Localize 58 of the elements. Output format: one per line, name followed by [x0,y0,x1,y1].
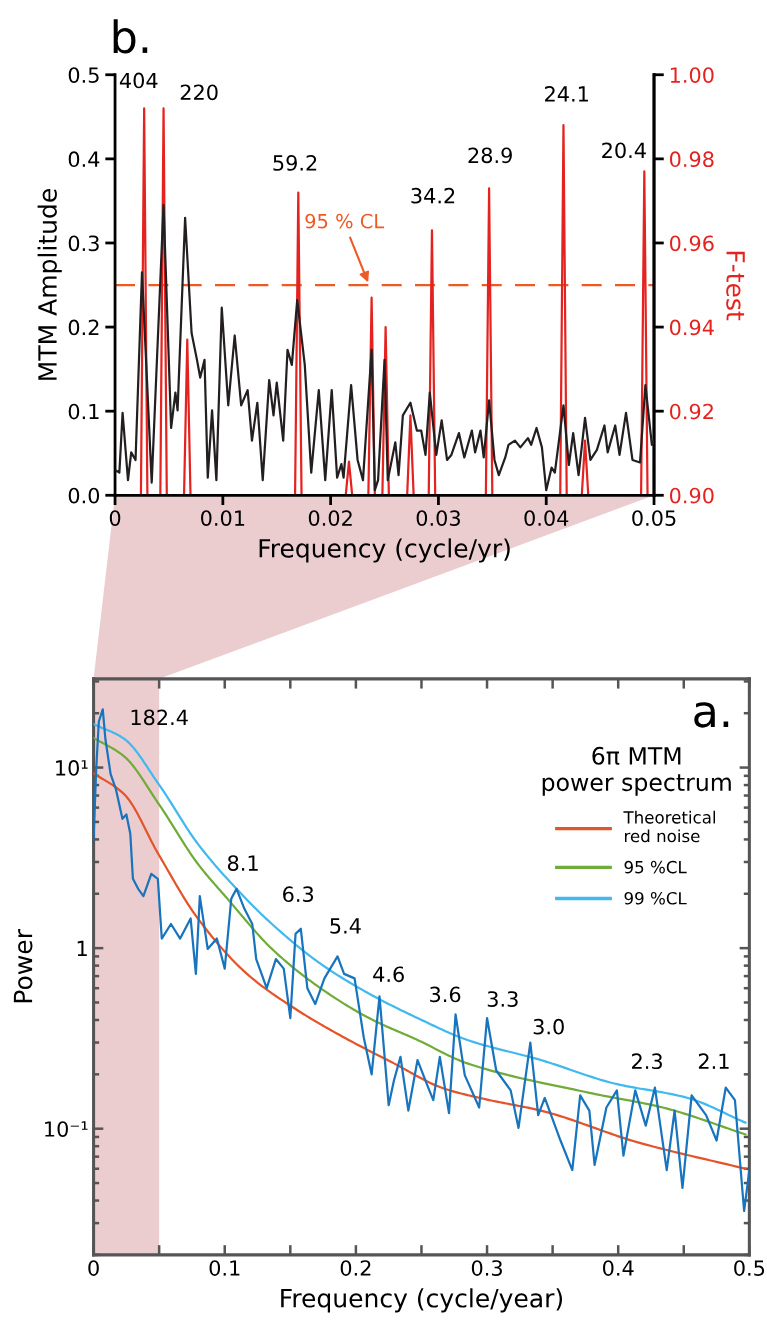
annotation: 3.0 [533,1018,564,1035]
annotation: 5.4 [330,918,361,934]
legend-label: 95 %CL [624,860,687,874]
y2-tick-label: 0.90 [669,487,714,504]
y-tick-label: 10¹ [56,760,88,776]
annotation: 2.1 [698,1053,729,1069]
x-tick-label: 0 [109,510,121,526]
x-tick-label: 0.05 [632,510,676,526]
text: b. [113,19,148,54]
annotation: 59.2 [273,155,317,171]
y-axis-title: MTM Amplitude [37,189,62,380]
y2-tick-label: 0.94 [669,319,714,336]
annotation: 404 [119,72,158,89]
y-tick-label: 10⁻¹ [45,1121,88,1137]
annotation: 220 [180,84,218,101]
annotation: 4.6 [373,966,404,983]
line-series [115,204,655,492]
x-axis-title: Frequency (cycle/year) [281,1288,563,1313]
y2-tick-label: 0.92 [669,403,713,420]
y2-tick-label: 0.98 [669,151,714,168]
x-tick-label: 0.01 [201,510,245,526]
x-axis-title: Frequency (cycle/yr) [259,538,510,563]
y-axis-title: Power [13,929,33,1003]
legend-label: 99 %CL [624,891,687,905]
annotation: 28.9 [468,147,512,164]
y-tick-label: 0.2 [68,319,99,336]
x-tick-label: 0.3 [471,1260,502,1276]
x-tick-label: 0.2 [340,1260,371,1276]
x-tick-label: 0.03 [416,510,460,526]
legend-title: 6π MTM power spectrum [542,746,731,796]
y2-tick-label: 0.96 [669,235,714,252]
annotation: 20.4 [602,142,646,159]
line-series [139,107,649,496]
y-tick-label: 0.0 [68,487,100,504]
annotation: 3.6 [430,986,461,1003]
annotation: 34.2 [411,187,455,204]
y-tick-label: 0.5 [68,67,99,83]
x-tick-label: 0 [88,1260,99,1276]
annotation: a. [694,702,729,728]
y-tick-label: 1 [77,940,87,957]
x-tick-label: 0.04 [524,510,569,526]
ref-line-label: 95 % CL [305,213,385,229]
annotation: 8.1 [227,855,258,871]
y-tick-label: 0.3 [68,235,99,252]
y2-axis-title: F-test [726,251,745,321]
y-tick-label: 0.4 [68,151,100,168]
annotation: 6.3 [283,886,314,903]
annotation: 3.3 [487,991,518,1007]
x-tick-label: 0.1 [209,1260,240,1276]
y2-tick-label: 1.00 [670,67,714,83]
x-tick-label: 0.4 [603,1260,634,1276]
y-tick-label: 0.1 [68,403,99,420]
annotation: 24.1 [545,86,588,102]
annotation: 182.4 [131,709,188,726]
x-tick-label: 0.02 [308,510,352,526]
annotation: 2.3 [632,1053,662,1070]
legend-label: Theoretical red noise [623,810,716,843]
x-tick-label: 0.5 [734,1260,765,1276]
